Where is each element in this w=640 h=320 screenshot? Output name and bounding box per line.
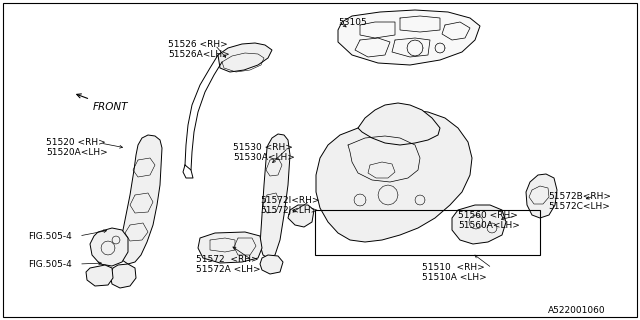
Bar [315, 210, 540, 255]
Text: 51510A <LH>: 51510A <LH> [422, 273, 487, 282]
Polygon shape [120, 135, 162, 264]
Polygon shape [288, 205, 314, 227]
Text: 51526A<LH>: 51526A<LH> [168, 50, 230, 59]
Polygon shape [90, 228, 128, 266]
Polygon shape [338, 10, 480, 65]
Text: 51510  <RH>: 51510 <RH> [422, 263, 484, 272]
Text: 51560 <RH>: 51560 <RH> [458, 211, 518, 220]
Text: 51572C<LH>: 51572C<LH> [548, 202, 610, 211]
Polygon shape [218, 43, 272, 72]
Polygon shape [358, 103, 440, 145]
Text: 51572A <LH>: 51572A <LH> [196, 265, 260, 274]
Text: 51572B<RH>: 51572B<RH> [548, 192, 611, 201]
Polygon shape [260, 134, 290, 258]
Polygon shape [452, 205, 506, 244]
Text: 51572  <RH>: 51572 <RH> [196, 255, 259, 264]
Polygon shape [260, 255, 283, 274]
Text: A522001060: A522001060 [548, 306, 605, 315]
Text: 51520A<LH>: 51520A<LH> [46, 148, 108, 157]
Text: 51560A<LH>: 51560A<LH> [458, 221, 520, 230]
Text: 51572J<LH>: 51572J<LH> [260, 206, 318, 215]
Polygon shape [110, 264, 136, 288]
Text: FRONT: FRONT [77, 94, 129, 112]
Polygon shape [198, 232, 262, 263]
Text: 51530A<LH>: 51530A<LH> [233, 153, 295, 162]
Polygon shape [316, 110, 472, 242]
Polygon shape [526, 174, 557, 218]
Text: 53105: 53105 [338, 18, 367, 27]
Text: 51520 <RH>: 51520 <RH> [46, 138, 106, 147]
Text: 51526 <RH>: 51526 <RH> [168, 40, 228, 49]
Text: FIG.505-4: FIG.505-4 [28, 260, 72, 269]
Polygon shape [86, 265, 113, 286]
Text: FIG.505-4: FIG.505-4 [28, 232, 72, 241]
Text: 51530 <RH>: 51530 <RH> [233, 143, 293, 152]
Text: 51572I<RH>: 51572I<RH> [260, 196, 319, 205]
